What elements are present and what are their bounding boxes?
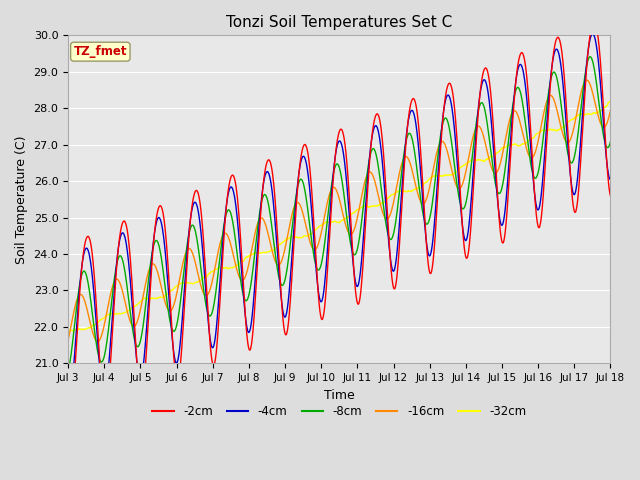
-4cm: [589, 31, 596, 36]
-8cm: [64, 369, 72, 374]
-2cm: [306, 166, 314, 171]
-8cm: [106, 312, 114, 318]
-32cm: [107, 311, 115, 316]
-16cm: [64, 337, 72, 343]
-2cm: [607, 193, 614, 199]
-16cm: [583, 77, 591, 83]
-16cm: [94, 339, 102, 345]
-32cm: [306, 232, 314, 238]
Line: -2cm: -2cm: [68, 22, 611, 427]
-16cm: [607, 108, 614, 113]
-16cm: [295, 200, 303, 206]
-8cm: [306, 220, 314, 226]
-16cm: [107, 291, 115, 297]
-32cm: [129, 304, 136, 310]
-8cm: [607, 139, 614, 144]
-2cm: [295, 174, 303, 180]
-8cm: [373, 155, 381, 160]
-32cm: [316, 223, 323, 229]
Title: Tonzi Soil Temperatures Set C: Tonzi Soil Temperatures Set C: [226, 15, 452, 30]
-8cm: [316, 267, 323, 273]
-16cm: [129, 323, 136, 329]
-8cm: [129, 324, 136, 329]
-32cm: [373, 203, 381, 209]
-2cm: [129, 288, 136, 294]
Text: TZ_fmet: TZ_fmet: [74, 45, 127, 58]
Line: -8cm: -8cm: [68, 57, 611, 372]
-2cm: [64, 422, 72, 428]
-8cm: [586, 54, 594, 60]
-32cm: [64, 328, 72, 334]
-32cm: [295, 235, 303, 241]
-16cm: [373, 187, 381, 193]
-16cm: [316, 237, 323, 243]
Line: -32cm: -32cm: [68, 101, 611, 331]
-8cm: [294, 181, 302, 187]
Y-axis label: Soil Temperature (C): Soil Temperature (C): [15, 135, 28, 264]
-4cm: [316, 294, 323, 300]
Legend: -2cm, -4cm, -8cm, -16cm, -32cm: -2cm, -4cm, -8cm, -16cm, -32cm: [148, 401, 531, 423]
-2cm: [590, 19, 598, 25]
-4cm: [306, 184, 314, 190]
-2cm: [65, 424, 73, 430]
-2cm: [316, 305, 323, 311]
-4cm: [607, 177, 614, 182]
-4cm: [294, 176, 302, 181]
-16cm: [306, 239, 314, 244]
-4cm: [106, 345, 114, 350]
-2cm: [373, 111, 381, 117]
-4cm: [373, 124, 381, 130]
-2cm: [107, 360, 115, 366]
X-axis label: Time: Time: [324, 389, 355, 402]
-4cm: [64, 406, 72, 412]
-32cm: [65, 328, 73, 334]
-4cm: [129, 302, 136, 308]
Line: -16cm: -16cm: [68, 80, 611, 342]
-32cm: [607, 98, 614, 104]
Line: -4cm: -4cm: [68, 34, 611, 409]
